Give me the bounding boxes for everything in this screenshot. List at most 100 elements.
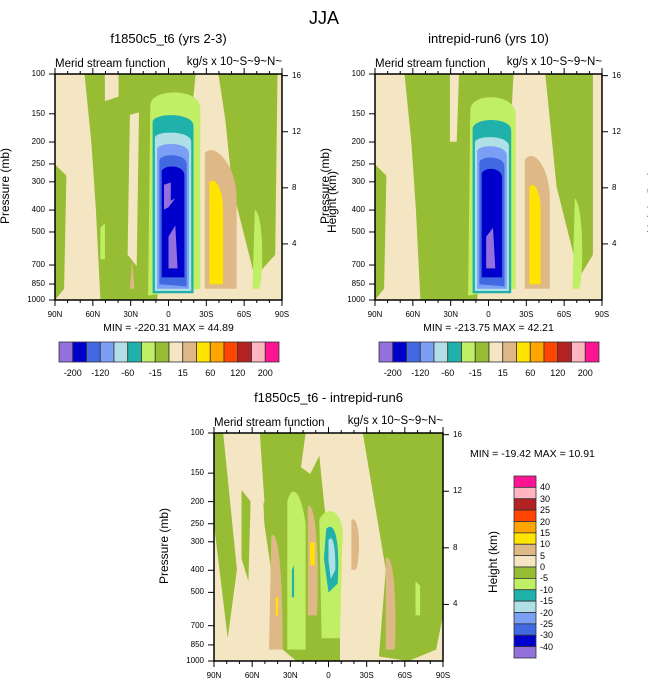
y-right-tick-label: 4 xyxy=(292,238,297,248)
panel-title: f1850c5_t6 (yrs 2-3) xyxy=(110,31,227,46)
colorbar-swatch xyxy=(127,341,142,363)
colorbar-label: -20 xyxy=(540,607,554,618)
colorbar-label: 10 xyxy=(540,539,551,550)
colorbar-label: -40 xyxy=(540,641,554,652)
colorbar-swatch xyxy=(251,341,266,363)
y-axis-label: Pressure (mb) xyxy=(318,148,332,225)
y-tick-label: 1000 xyxy=(347,295,365,304)
colorbar-label: 20 xyxy=(540,516,551,527)
colorbar-swatch xyxy=(513,634,537,648)
colorbar-swatch xyxy=(154,341,170,363)
colorbar-swatch xyxy=(502,341,517,363)
y-tick-label: 400 xyxy=(31,205,45,215)
colorbar-swatch xyxy=(86,341,101,363)
colorbar-label: -200 xyxy=(63,368,82,378)
contour-region xyxy=(252,209,263,289)
colorbar-swatch xyxy=(513,486,537,500)
contour-region xyxy=(168,225,178,269)
x-tick-label: 60N xyxy=(85,310,101,319)
x-tick-label: 60S xyxy=(557,310,572,319)
colorbar-swatch xyxy=(72,341,87,363)
colorbar-swatch xyxy=(264,341,280,363)
colorbar-label: -120 xyxy=(411,368,430,378)
x-tick-label: 60N xyxy=(405,310,421,319)
y-right-tick-label: 16 xyxy=(612,70,621,80)
y-tick-label: 700 xyxy=(190,620,204,630)
contour-region xyxy=(241,490,251,582)
y-tick-label: 400 xyxy=(351,205,365,215)
right-string: kg/s x 10~S~9~N~ xyxy=(347,415,443,427)
x-tick-label: 30N xyxy=(282,671,298,680)
x-tick-label: 90S xyxy=(594,310,610,319)
colorbar-swatch xyxy=(513,600,537,613)
colorbar-swatch xyxy=(529,341,545,363)
contour-region xyxy=(209,180,223,285)
colorbar-label: 25 xyxy=(540,505,551,516)
x-tick-label: 60S xyxy=(397,671,412,680)
y-right-tick-label: 16 xyxy=(292,70,301,80)
y-tick-label: 250 xyxy=(351,158,365,168)
y-tick-label: 850 xyxy=(31,279,45,289)
colorbar-swatch xyxy=(513,555,537,568)
colorbar-swatch xyxy=(182,341,197,363)
x-tick-label: 30S xyxy=(519,310,534,319)
contour-region xyxy=(529,185,541,285)
contour-region xyxy=(218,74,278,278)
contour-region xyxy=(291,565,295,598)
colorbar-swatch xyxy=(433,341,449,363)
colorbar-swatch xyxy=(378,341,394,363)
contour-region xyxy=(310,542,315,566)
y-tick-label: 500 xyxy=(190,587,204,597)
contour-region xyxy=(214,433,237,639)
y-tick-label: 1000 xyxy=(27,295,45,304)
x-tick-label: 90N xyxy=(47,310,63,319)
x-tick-label: 30S xyxy=(359,671,374,680)
colorbar-label: 5 xyxy=(540,550,546,561)
y-tick-label: 500 xyxy=(31,226,45,236)
left-string: Merid stream function xyxy=(214,417,325,429)
contour-plot xyxy=(49,68,288,306)
y-tick-label: 100 xyxy=(190,428,204,437)
colorbar-swatch xyxy=(513,589,537,602)
y-tick-label: 100 xyxy=(31,69,45,78)
x-tick-label: 60S xyxy=(237,310,252,319)
colorbar-swatch xyxy=(513,577,537,591)
colorbar-swatch xyxy=(237,341,252,363)
colorbar xyxy=(58,341,280,363)
contour-region xyxy=(351,519,360,570)
y-tick-label: 200 xyxy=(31,137,45,147)
contour-region xyxy=(164,182,176,210)
x-tick-label: 90S xyxy=(274,310,290,319)
contour-region xyxy=(572,198,583,289)
right-string: kg/s x 10~S~9~N~ xyxy=(186,56,282,68)
panel-title: intrepid-run6 (yrs 10) xyxy=(428,31,549,46)
colorbar-label: 120 xyxy=(550,368,566,378)
colorbar-label: 0 xyxy=(540,562,546,572)
colorbar-label: -120 xyxy=(91,368,110,378)
y-right-tick-label: 8 xyxy=(292,182,297,192)
colorbar-swatch xyxy=(513,612,537,625)
y-tick-label: 700 xyxy=(31,259,45,269)
x-tick-label: 90N xyxy=(206,671,222,680)
y-tick-label: 300 xyxy=(31,176,45,186)
colorbar-label: 60 xyxy=(205,368,216,378)
y-right-axis-label: Height (km) xyxy=(486,531,500,594)
contour-region xyxy=(415,581,421,616)
colorbar-swatch xyxy=(447,341,462,363)
x-tick-label: 90S xyxy=(435,671,451,680)
x-tick-label: 30N xyxy=(443,310,458,319)
x-tick-label: 0 xyxy=(166,310,171,319)
y-right-tick-label: 12 xyxy=(292,126,301,136)
y-tick-label: 150 xyxy=(190,468,204,478)
left-string: Merid stream function xyxy=(375,58,486,70)
colorbar-swatch xyxy=(113,341,129,363)
y-right-tick-label: 4 xyxy=(453,599,458,609)
y-axis-label: Pressure (mb) xyxy=(157,508,171,585)
colorbar-swatch xyxy=(58,341,74,363)
y-tick-label: 100 xyxy=(351,69,365,78)
y-tick-label: 300 xyxy=(351,176,365,186)
contour-plot xyxy=(208,427,449,667)
contour-region xyxy=(104,74,119,102)
colorbar-swatch xyxy=(488,341,504,363)
y-tick-label: 200 xyxy=(190,496,204,506)
